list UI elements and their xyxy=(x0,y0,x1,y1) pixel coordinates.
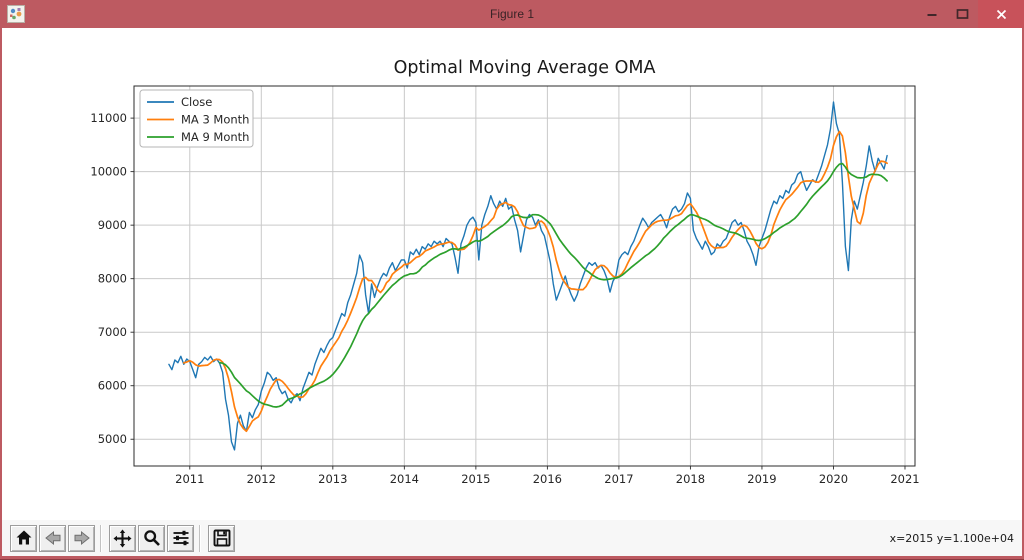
legend-label: Close xyxy=(181,95,212,109)
minimize-button[interactable] xyxy=(916,0,947,28)
x-axis-tick-label: 2016 xyxy=(533,472,562,486)
home-icon xyxy=(16,530,31,545)
legend: Close MA 3 Month MA 9 Month xyxy=(139,89,254,148)
x-axis-tick-label: 2011 xyxy=(175,472,204,486)
x-axis-tick-label: 2018 xyxy=(676,472,705,486)
x-axis-tick-label: 2017 xyxy=(604,472,633,486)
home-button[interactable] xyxy=(10,524,37,552)
zoom-button[interactable] xyxy=(138,524,165,552)
back-button[interactable] xyxy=(39,524,66,552)
maximize-icon xyxy=(956,9,969,19)
y-axis-tick-label: 6000 xyxy=(98,379,127,393)
chart-canvas[interactable]: 2011 2012 2013 2014 2015 2016 2017 2018 2019 2020… xyxy=(2,28,1022,520)
forward-button[interactable] xyxy=(68,524,95,552)
maximize-button[interactable] xyxy=(947,0,978,28)
back-arrow-icon xyxy=(44,530,60,546)
magnifier-icon xyxy=(143,530,160,546)
minimize-icon xyxy=(927,14,936,16)
series-close-line xyxy=(168,101,888,451)
floppy-disk-icon xyxy=(213,529,230,547)
pan-button[interactable] xyxy=(109,524,136,552)
legend-label: MA 3 Month xyxy=(181,113,249,127)
pan-arrows-icon xyxy=(113,529,132,547)
close-button[interactable] xyxy=(978,0,1024,28)
forward-arrow-icon xyxy=(74,530,90,546)
matplotlib-icon xyxy=(7,5,25,23)
y-axis-tick-label: 5000 xyxy=(98,432,127,446)
close-icon xyxy=(996,9,1006,19)
figure-canvas-area: 2011 2012 2013 2014 2015 2016 2017 2018 2019 2020… xyxy=(2,28,1022,520)
series-ma9-line xyxy=(218,162,888,408)
x-axis-tick-label: 2021 xyxy=(890,472,919,486)
x-axis-tick-label: 2012 xyxy=(247,472,276,486)
y-axis-tick-label: 9000 xyxy=(98,218,127,232)
chart-title: Optimal Moving Average OMA xyxy=(394,58,656,78)
x-axis-tick-label: 2014 xyxy=(390,472,419,486)
toolbar-separator xyxy=(100,524,102,552)
sliders-icon xyxy=(173,530,188,546)
y-axis-tick-label: 10000 xyxy=(90,165,127,179)
window-title: Figure 1 xyxy=(489,7,535,21)
cursor-position-status: x=2015 y=1.100e+04 xyxy=(889,531,1014,545)
x-axis-tick-label: 2020 xyxy=(819,472,848,486)
series-ma3-line xyxy=(182,130,888,433)
y-axis-tick-label: 7000 xyxy=(98,325,127,339)
axes-frame xyxy=(133,85,916,467)
legend-box xyxy=(139,89,254,148)
x-axis-tick-label: 2019 xyxy=(747,472,776,486)
configure-subplots-button[interactable] xyxy=(167,524,194,552)
legend-label: MA 9 Month xyxy=(181,130,249,144)
titlebar[interactable]: Figure 1 xyxy=(0,0,1024,28)
toolbar-separator xyxy=(199,524,201,552)
save-button[interactable] xyxy=(208,524,235,552)
window-controls xyxy=(916,0,1024,28)
y-axis-tick-label: 8000 xyxy=(98,272,127,286)
x-axis-tick-label: 2015 xyxy=(461,472,490,486)
y-axis-tick-label: 11000 xyxy=(90,111,127,125)
navigation-toolbar: x=2015 y=1.100e+04 xyxy=(2,520,1022,556)
x-axis-tick-label: 2013 xyxy=(318,472,347,486)
